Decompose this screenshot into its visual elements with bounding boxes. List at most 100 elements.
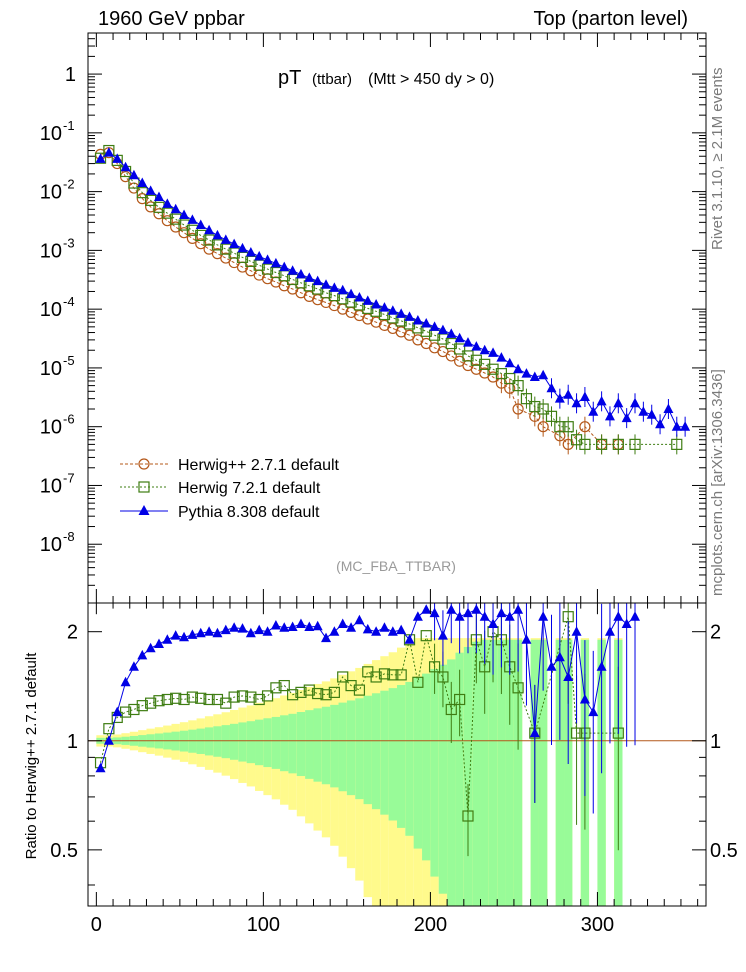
data-point-pythia	[229, 238, 240, 249]
data-point-pythia	[187, 214, 198, 224]
ratio-y-tick-label: 0.5	[50, 840, 78, 862]
y-tick-label: 10	[40, 123, 62, 145]
y-tick-label: 10	[40, 299, 62, 321]
ratio-point-herwig7	[428, 661, 441, 673]
ratio-point-pythia	[479, 611, 490, 621]
band-inner	[221, 725, 230, 759]
ratio-point-pythia	[137, 649, 148, 660]
data-point-pythia	[346, 288, 357, 299]
data-point-herwig7	[562, 421, 574, 433]
data-point-pythia	[579, 391, 590, 402]
ratio-point-pythia	[321, 632, 332, 643]
data-point-pythia	[162, 198, 173, 208]
data-point-pythia	[179, 209, 190, 220]
ratio-point-pythia	[630, 611, 641, 621]
data-point-pythia	[462, 337, 473, 347]
ratio-point-pythia	[513, 604, 524, 614]
data-point-pythia	[554, 393, 565, 403]
ratio-point-pythia	[212, 627, 223, 638]
ratio-point-herwig7	[186, 691, 198, 703]
data-point-pythia	[429, 321, 440, 331]
ratio-point-herwig7	[320, 689, 332, 701]
data-point-pythia	[504, 357, 515, 368]
band-inner	[288, 713, 297, 774]
ratio-y-tick-label-right: 2	[710, 622, 721, 644]
ratio-point-pythia	[437, 630, 448, 640]
ratio-point-herwig7	[370, 671, 382, 683]
y-tick-exponent: -4	[63, 294, 75, 309]
ratio-point-pythia	[446, 604, 457, 614]
data-point-pythia	[604, 410, 615, 421]
ratio-point-herwig7	[128, 703, 140, 716]
band-inner	[564, 639, 573, 906]
band-inner	[438, 664, 448, 894]
data-point-herwigpp	[203, 243, 215, 255]
data-point-pythia	[513, 363, 524, 374]
ratio-point-herwig7	[278, 679, 290, 692]
data-point-pythia	[137, 177, 148, 188]
ratio-point-herwig7	[119, 706, 132, 718]
data-point-pythia	[212, 229, 223, 240]
band-inner	[271, 716, 281, 769]
ratio-point-pythia	[421, 604, 432, 614]
data-point-herwig7	[220, 243, 232, 255]
band-inner	[313, 708, 322, 782]
data-point-pythia	[488, 347, 499, 357]
y-tick-exponent: -3	[63, 235, 75, 250]
band-inner	[463, 646, 473, 906]
ratio-point-herwig7	[570, 727, 583, 739]
ratio-point-pythia	[538, 611, 549, 621]
data-point-herwigpp	[153, 208, 165, 220]
ratio-point-pythia	[279, 622, 290, 632]
data-point-pythia	[321, 279, 332, 289]
ratio-point-pythia	[488, 618, 499, 629]
data-point-pythia	[404, 311, 415, 321]
data-point-pythia	[471, 341, 482, 351]
band-inner	[472, 641, 481, 906]
data-point-pythia	[195, 219, 206, 230]
ratio-point-herwig7	[512, 682, 524, 694]
y-tick-label: 1	[65, 64, 76, 86]
ratio-point-pythia	[529, 727, 540, 738]
ratio-point-pythia	[554, 651, 565, 662]
data-point-herwig7	[487, 363, 499, 375]
ratio-point-herwig7	[437, 671, 449, 683]
ratio-point-herwig7	[203, 693, 215, 706]
ratio-point-herwig7	[295, 686, 307, 698]
ratio-point-pythia	[429, 607, 440, 618]
data-point-pythia	[170, 203, 181, 214]
band-inner	[229, 723, 239, 760]
data-point-herwig7	[462, 350, 474, 362]
x-tick-label: 300	[581, 914, 614, 936]
ratio-point-herwig7	[328, 686, 340, 698]
ratio-point-herwig7	[161, 693, 173, 706]
data-point-pythia	[521, 368, 532, 378]
data-point-pythia	[437, 324, 448, 335]
legend-entry-pythia: Pythia 8.308 default	[120, 504, 320, 521]
data-point-pythia	[613, 397, 624, 408]
band-inner	[505, 639, 514, 906]
ratio-point-herwig7	[395, 669, 407, 681]
data-point-pythia	[204, 224, 215, 235]
band-inner	[196, 728, 205, 754]
mcplots-label: mcplots.cern.ch [arXiv:1306.3436]	[709, 369, 726, 596]
band-inner	[380, 690, 389, 815]
series-line-pythia	[100, 152, 686, 428]
band-inner	[204, 727, 214, 756]
y-tick-label: 10	[40, 182, 62, 204]
data-point-pythia	[412, 315, 423, 325]
ratio-point-herwig7	[412, 676, 424, 688]
band-inner	[280, 715, 289, 772]
data-point-herwig7	[512, 380, 524, 392]
ratio-point-herwig7	[170, 692, 182, 704]
data-point-pythia	[153, 191, 164, 201]
data-point-herwig7	[579, 438, 591, 450]
ratio-point-pythia	[596, 661, 607, 671]
data-point-pythia	[245, 247, 256, 257]
band-inner	[455, 652, 464, 906]
x-tick-label: 0	[91, 914, 102, 936]
band-inner	[397, 685, 406, 828]
ratio-point-pythia	[588, 706, 599, 717]
data-point-pythia	[529, 371, 540, 382]
band-inner	[330, 704, 339, 788]
